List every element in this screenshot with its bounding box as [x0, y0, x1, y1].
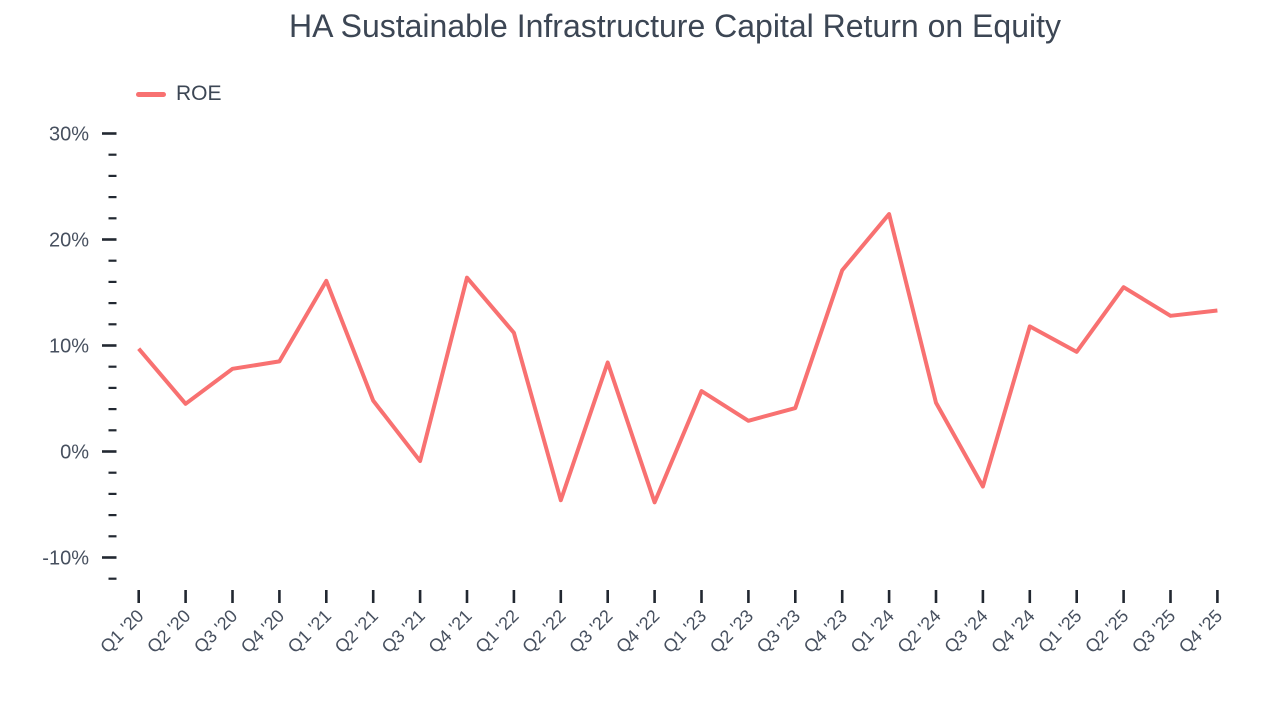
x-axis-tick-label: Q3 '21: [378, 606, 429, 657]
x-axis-tick-label: Q3 '23: [753, 606, 804, 657]
x-axis-tick-label: Q1 '22: [471, 606, 522, 657]
y-axis-tick-label: 30%: [49, 124, 89, 146]
x-axis-tick-label: Q3 '25: [1128, 606, 1179, 657]
x-axis-tick-label: Q3 '20: [190, 606, 241, 657]
x-axis-tick-label: Q3 '22: [565, 606, 616, 657]
legend: ROE: [136, 82, 222, 105]
x-axis-tick-label: Q4 '24: [987, 606, 1038, 657]
x-axis-tick-label: Q3 '24: [940, 606, 991, 657]
x-axis-tick-label: Q4 '20: [237, 606, 288, 657]
x-axis-tick-label: Q4 '23: [800, 606, 851, 657]
x-axis-tick-label: Q4 '21: [425, 606, 476, 657]
x-axis-tick-label: Q2 '20: [143, 606, 194, 657]
legend-label: ROE: [176, 82, 222, 105]
x-axis-tick-label: Q2 '22: [518, 606, 569, 657]
x-axis-tick-label: Q1 '25: [1034, 606, 1085, 657]
roe-series-line: [137, 212, 1218, 505]
y-axis-tick-label: 10%: [49, 336, 89, 358]
y-axis-tick-label: 0%: [60, 442, 89, 464]
x-axis-tick-label: Q2 '23: [706, 606, 757, 657]
legend-line-swatch: [136, 91, 166, 97]
y-axis-tick-label: -10%: [42, 548, 89, 570]
x-axis-tick-label: Q2 '24: [894, 606, 945, 657]
x-axis-tick-label: Q1 '21: [284, 606, 335, 657]
x-axis-tick-label: Q1 '23: [659, 606, 710, 657]
chart-title: HA Sustainable Infrastructure Capital Re…: [289, 8, 1061, 44]
y-axis-tick-label: 20%: [49, 230, 89, 252]
x-axis-tick-label: Q1 '24: [847, 606, 898, 657]
x-axis-tick-label: Q2 '21: [331, 606, 382, 657]
x-axis-tick-label: Q4 '22: [612, 606, 663, 657]
x-axis-tick-label: Q1 '20: [96, 606, 147, 657]
x-axis-tick-label: Q4 '25: [1175, 606, 1226, 657]
x-axis-tick-label: Q2 '25: [1081, 606, 1132, 657]
